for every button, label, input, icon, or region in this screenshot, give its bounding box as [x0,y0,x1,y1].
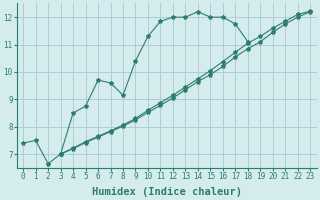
X-axis label: Humidex (Indice chaleur): Humidex (Indice chaleur) [92,186,242,197]
